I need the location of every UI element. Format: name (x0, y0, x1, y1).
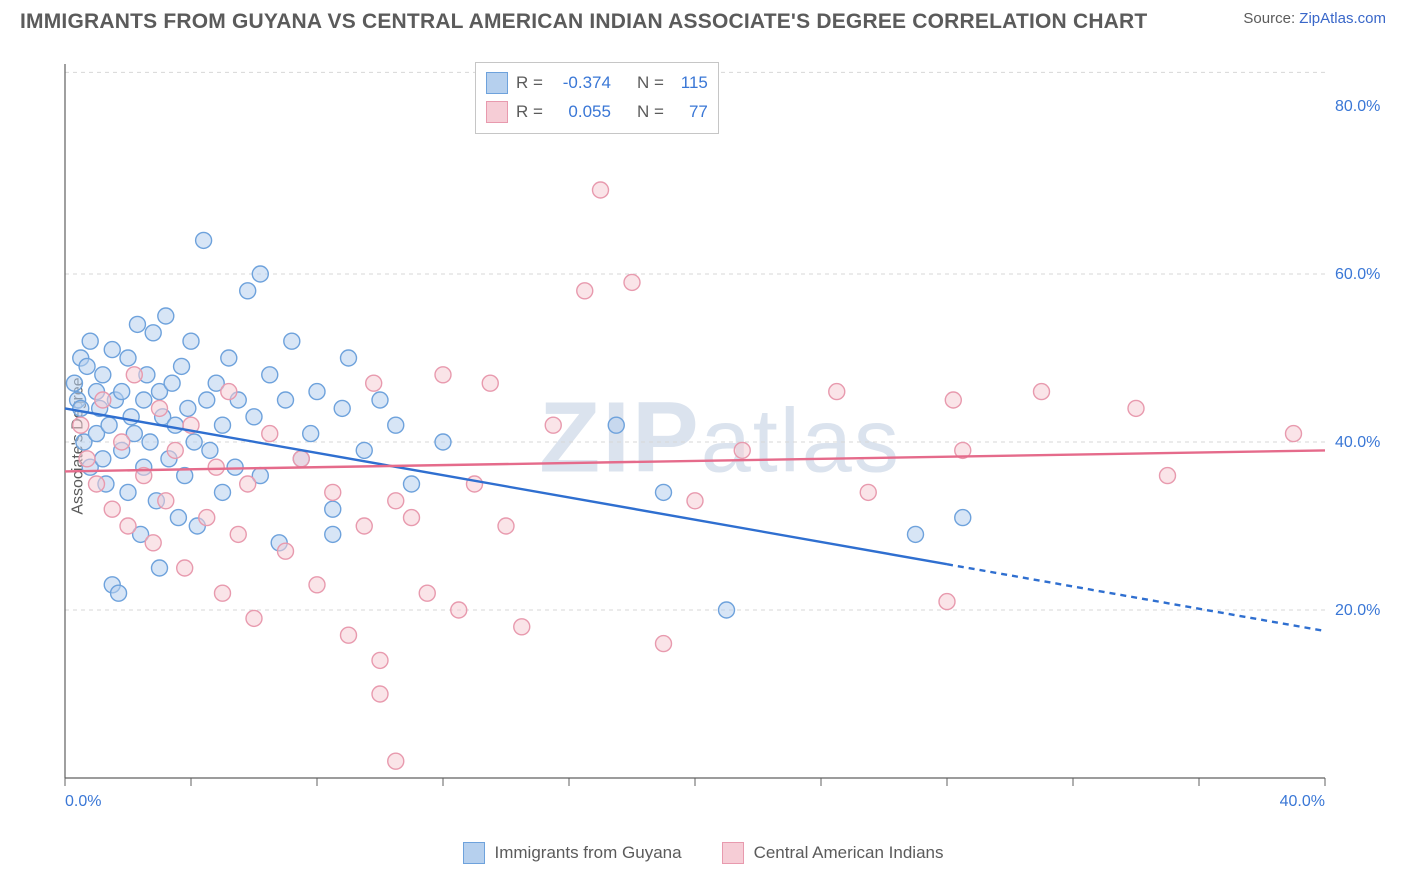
source-prefix: Source: (1243, 10, 1299, 27)
svg-text:0.0%: 0.0% (65, 793, 101, 810)
swatch-series1 (486, 72, 508, 94)
legend-label-series2: Central American Indians (754, 843, 944, 863)
source-link[interactable]: ZipAtlas.com (1299, 10, 1386, 27)
n-label: N = (637, 98, 664, 127)
svg-text:60.0%: 60.0% (1335, 266, 1380, 283)
bottom-legend: Immigrants from Guyana Central American … (0, 842, 1406, 864)
r-label: R = (516, 69, 543, 98)
svg-text:80.0%: 80.0% (1335, 98, 1380, 115)
legend-item-series2: Central American Indians (722, 842, 944, 864)
r-value-series1: -0.374 (551, 69, 611, 98)
legend-item-series1: Immigrants from Guyana (463, 842, 682, 864)
corr-row-series1: R = -0.374 N = 115 (486, 69, 708, 98)
svg-text:40.0%: 40.0% (1335, 434, 1380, 451)
n-value-series1: 115 (672, 69, 708, 98)
svg-text:40.0%: 40.0% (1280, 793, 1325, 810)
n-label: N = (637, 69, 664, 98)
source-attribution: Source: ZipAtlas.com (1243, 10, 1386, 27)
svg-text:20.0%: 20.0% (1335, 602, 1380, 619)
scatter-chart: 20.0% 40.0% 60.0% 80.0% 0.0% 40.0% (55, 58, 1385, 818)
legend-label-series1: Immigrants from Guyana (495, 843, 682, 863)
swatch-series1 (463, 842, 485, 864)
swatch-series2 (722, 842, 744, 864)
swatch-series2 (486, 101, 508, 123)
plot-area: ZIPatlas 20.0%40.0%60.0%80.0%0.0%40.0% (55, 58, 1385, 818)
r-value-series2: 0.055 (551, 98, 611, 127)
chart-title: IMMIGRANTS FROM GUYANA VS CENTRAL AMERIC… (20, 10, 1147, 34)
correlation-legend-box: R = -0.374 N = 115 R = 0.055 N = 77 (475, 62, 719, 134)
corr-row-series2: R = 0.055 N = 77 (486, 98, 708, 127)
r-label: R = (516, 98, 543, 127)
n-value-series2: 77 (672, 98, 708, 127)
